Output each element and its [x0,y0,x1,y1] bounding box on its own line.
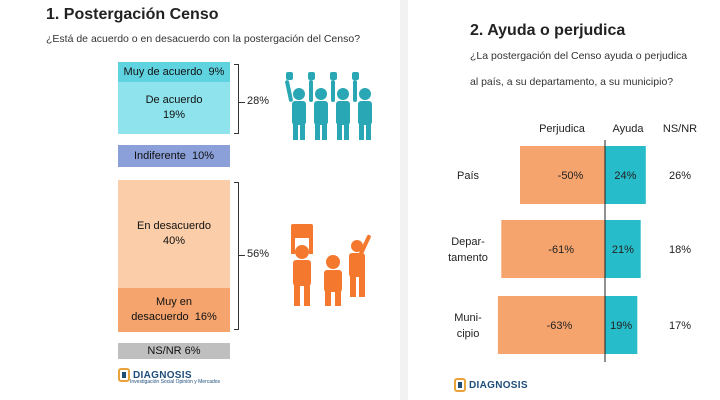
total-agree-value: 28% [247,95,270,107]
column-header-2: NS/NR [663,123,697,135]
logo-icon [118,368,130,382]
left-logo-tagline: Investigación Social Opinión y Mercados [130,379,221,385]
bar-perjudica-1 [501,220,605,278]
column-header-1: Ayuda [613,123,645,135]
category-label-0: País [457,170,480,182]
category-label-line: Muni- [454,312,482,324]
bar-en-desacuerdo: En desacuerdo 40% [118,180,230,288]
logo-icon [454,378,466,392]
bar-de-acuerdo: De acuerdo 19% [118,82,230,134]
right-panel: 2. Ayuda o perjudica ¿La postergación de… [408,0,720,400]
chart2-title: 2. Ayuda o perjudica [470,22,626,39]
bar-ayuda-label-2: 19% [610,320,632,332]
left-panel: 1. Postergación Censo ¿Está de acuerdo o… [0,0,400,400]
nsnr-value-1: 18% [669,244,691,256]
bar-perjudica-label-2: -63% [547,320,573,332]
category-label-line: cipio [457,328,480,340]
bar-muy-en-desacuerdo-line1: Muy en [155,296,193,308]
bar-muy-en-desacuerdo-line2: desacuerdo 16% [131,311,217,323]
chart2-question-line2: al país, a su departamento, a su municip… [470,76,674,88]
bar-en-desacuerdo-value: 40% [162,235,186,247]
right-logo-text: DIAGNOSIS [469,379,528,391]
bar-en-desacuerdo-label: En desacuerdo [137,220,211,232]
bar-de-acuerdo-label: De acuerdo [145,94,203,106]
bar-de-acuerdo-value: 19% [162,109,186,121]
chart1-question: ¿Está de acuerdo o en desacuerdo con la … [46,33,361,45]
total-disagree-value: 56% [247,248,270,260]
right-logo: DIAGNOSIS [454,378,528,392]
bar-ayuda-label-1: 21% [612,244,634,256]
chart2-svg: Perjudica Ayuda NS/NR -50% 24% 26% País -61% 21%… [448,123,697,362]
bracket-disagree [234,182,239,330]
bar-perjudica-label-0: -50% [558,170,584,182]
chart1-title: 1. Postergación Censo [46,6,219,23]
protest-people-icon [291,224,371,306]
column-header-0: Perjudica [539,123,586,135]
agree-people-icon [285,72,372,140]
bar-muy-de-acuerdo: Muy de acuerdo 9% [118,62,230,82]
chart2-question-line1: ¿La postergación del Censo ayuda o perju… [470,50,688,62]
category-label-1: Depar-tamento [448,236,488,264]
bracket-agree [234,64,239,134]
nsnr-value-0: 26% [669,170,691,182]
bar-perjudica-2 [497,296,605,354]
bar-indiferente: Indiferente 10% [118,145,230,167]
category-label-line: País [457,170,480,182]
bar-perjudica-0 [520,146,605,204]
bar-muy-en-desacuerdo: Muy en desacuerdo 16% [118,288,230,332]
bar-ayuda-2 [605,296,638,354]
left-logo-text: DIAGNOSIS [133,369,192,381]
bar-perjudica-label-1: -61% [548,244,574,256]
category-label-2: Muni-cipio [454,312,482,340]
bar-nsnr-label: NS/NR 6% [147,344,201,357]
bar-muy-de-acuerdo-label: Muy de acuerdo 9% [123,65,225,78]
left-logo: DIAGNOSIS Investigación Social Opinión y… [118,368,220,385]
bar-ayuda-label-0: 24% [614,170,636,182]
bar-indiferente-label: Indiferente 10% [133,149,215,162]
category-label-line: Depar- [451,236,485,248]
category-label-line: tamento [448,252,488,264]
nsnr-value-2: 17% [669,320,691,332]
bracket-agree-tick [239,102,245,103]
bar-ayuda-0 [605,146,646,204]
bar-ayuda-1 [605,220,641,278]
bar-nsnr: NS/NR 6% [118,343,230,359]
bracket-disagree-tick [239,255,245,256]
